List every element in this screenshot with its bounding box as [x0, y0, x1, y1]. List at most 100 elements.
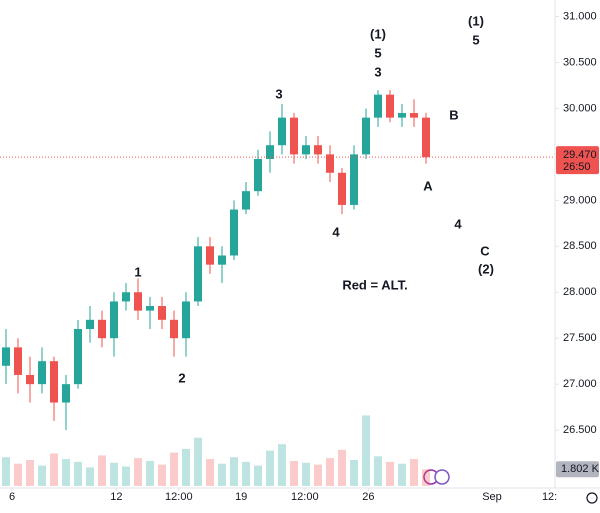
y-tick-label: 28.000: [563, 286, 597, 298]
candle-body: [38, 361, 46, 385]
volume-bar: [218, 463, 226, 486]
wave-label: 3: [275, 86, 282, 101]
wave-label: (2): [478, 261, 494, 276]
candle-body: [86, 319, 94, 330]
volume-bar: [86, 467, 94, 486]
candle-body: [14, 347, 22, 375]
wave-label: 5: [472, 32, 479, 47]
event-icon[interactable]: [434, 469, 450, 485]
candle-body: [362, 117, 370, 155]
volume-bar: [98, 455, 106, 486]
y-tick-label: 27.500: [563, 332, 597, 344]
candle-body: [158, 306, 166, 320]
x-tick-label: 12:: [542, 491, 557, 503]
candle-body: [374, 94, 382, 118]
volume-bar: [38, 465, 46, 486]
volume-bar: [398, 463, 406, 486]
volume-bar: [266, 450, 274, 486]
wave-label: 5: [374, 45, 381, 60]
candle-body: [278, 117, 286, 146]
last-price-label: 29.470: [563, 149, 597, 161]
candle-body: [410, 113, 418, 118]
candle-body: [290, 117, 298, 155]
volume-bar: [182, 448, 190, 486]
candle-body: [170, 319, 178, 339]
countdown: 26:50: [563, 161, 591, 173]
wave-label: C: [480, 243, 490, 258]
volume-bar: [26, 460, 34, 486]
candle-body: [422, 117, 430, 158]
volume-label: 1.802 K: [561, 463, 600, 475]
x-tick-label: 26: [362, 491, 374, 503]
candle-body: [134, 292, 142, 311]
candle-body: [62, 384, 70, 403]
y-tick-label: 29.000: [563, 194, 597, 206]
volume-bar: [170, 452, 178, 486]
wave-label: A: [423, 178, 433, 193]
candle-body: [338, 172, 346, 205]
volume-bar: [254, 465, 262, 486]
wave-label: (1): [468, 13, 484, 28]
volume-bar: [422, 469, 430, 486]
candle-body: [2, 347, 10, 366]
volume-bar: [410, 459, 418, 486]
x-tick-label: 12:00: [165, 491, 193, 503]
volume-bar: [206, 459, 214, 486]
volume-bar: [62, 459, 70, 486]
volume-label-box: [556, 461, 599, 478]
volume-bar: [302, 462, 310, 486]
annotations: (1) 5 3 (1) 5 3 B A 4 4 C (2) 1 2 Red = …: [134, 13, 494, 385]
y-tick-label: 27.000: [563, 378, 597, 390]
candle-body: [110, 301, 118, 339]
wave-label: 4: [332, 224, 340, 239]
candle-body: [122, 292, 130, 302]
x-tick-label: 12:00: [291, 491, 319, 503]
wave-label: 1: [134, 264, 141, 279]
last-price-box: [556, 146, 599, 175]
x-tick-label: 6: [9, 491, 15, 503]
volume-bar: [338, 449, 346, 486]
candle-body: [218, 255, 226, 265]
x-tick-label: 12: [110, 491, 122, 503]
candle-body: [230, 209, 238, 256]
candle-body: [398, 113, 406, 118]
y-tick-label: 30.000: [563, 102, 597, 114]
candle-body: [98, 319, 106, 339]
candle-body: [26, 374, 34, 385]
candle-body: [182, 301, 190, 339]
volume-bar: [158, 464, 166, 486]
candle-body: [386, 94, 394, 118]
wave-label: (1): [370, 26, 386, 41]
volume-bar: [110, 462, 118, 486]
volume-bar: [326, 458, 334, 486]
candle-body: [206, 246, 214, 265]
volume-bar: [134, 458, 142, 486]
candle-body: [50, 361, 58, 403]
volume-bar: [314, 464, 322, 486]
volume-bar: [122, 466, 130, 486]
x-tick-label: Sep: [482, 491, 502, 503]
volume-bar: [242, 461, 250, 486]
settings-icon[interactable]: [586, 492, 598, 504]
note: Red = ALT.: [342, 277, 407, 292]
candle-body: [254, 158, 262, 192]
candle-body: [242, 191, 250, 210]
candle-body: [74, 329, 82, 385]
volume-bar: [290, 460, 298, 486]
candle-body: [314, 145, 322, 155]
y-tick-label: 31.000: [563, 10, 597, 22]
wave-label: 3: [374, 64, 381, 79]
volume-bar: [14, 463, 22, 486]
y-tick-label: 30.500: [563, 56, 597, 68]
wave-label: 2: [178, 370, 185, 385]
volume-bar: [374, 456, 382, 486]
volume-bar: [50, 453, 58, 486]
wave-label: B: [449, 107, 458, 122]
volume-bar: [386, 461, 394, 486]
wave-label: 4: [454, 216, 462, 231]
y-tick-label: 26.500: [563, 424, 597, 436]
candle-body: [350, 154, 358, 205]
y-tick-label: 28.500: [563, 240, 597, 252]
volume-bar: [362, 415, 370, 486]
